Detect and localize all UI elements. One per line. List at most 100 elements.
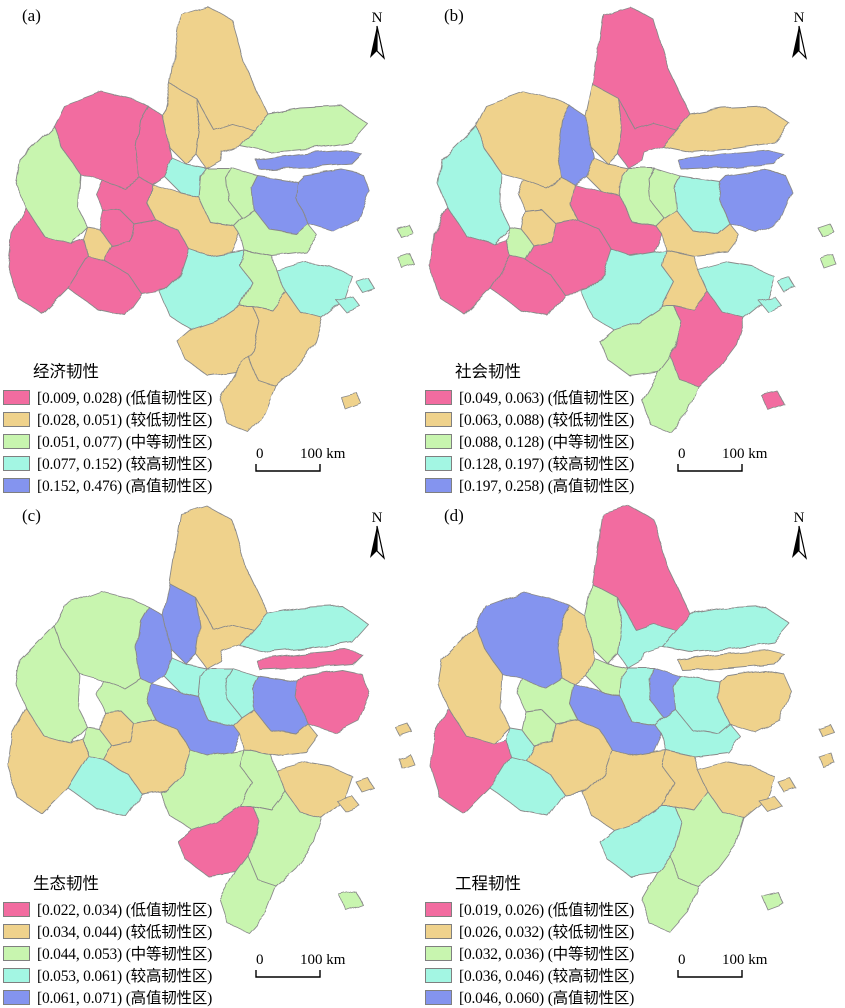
north-arrow-label: N	[372, 510, 383, 526]
north-arrow-label: N	[794, 10, 805, 26]
legend-swatch-icon	[425, 923, 452, 939]
legend-item: [0.009, 0.028) (低值韧性区)	[3, 386, 263, 408]
scale-bar-line	[677, 970, 743, 978]
scale-max-label: 100 km	[300, 446, 346, 462]
scale-bar: 0 100 km	[670, 950, 800, 989]
panel-label: (d)	[444, 506, 464, 525]
map-region-r32	[339, 391, 363, 411]
legend: 生态韧性 [0.022, 0.034) (低值韧性区) [0.034, 0.044)…	[3, 870, 263, 1008]
legend-item: [0.088, 0.128) (中等韧性区)	[425, 430, 685, 452]
panel-label: (c)	[22, 506, 41, 525]
scale-bar-line	[255, 464, 321, 472]
choropleth-map	[7, 505, 415, 933]
scale-bar-line	[255, 970, 321, 978]
map-region-r03	[195, 597, 255, 669]
legend-item: [0.197, 0.258) (高值韧性区)	[425, 474, 685, 496]
legend-item-label: [0.032, 0.036) (中等韧性区)	[459, 946, 635, 963]
legend-item: [0.022, 0.034) (低值韧性区)	[3, 898, 263, 920]
legend-swatch-icon	[3, 923, 30, 939]
map-panel-c: (c) N 生态韧性 [0.022, 0.034) (低值韧性区) [0.034, 0.…	[0, 500, 423, 1007]
legend-swatch-icon	[3, 389, 30, 405]
map-region-r10	[585, 657, 629, 697]
map-region-r05	[255, 649, 363, 671]
legend-swatch-icon	[3, 455, 30, 471]
legend-swatch-icon	[425, 455, 452, 471]
map-region-r04	[661, 605, 791, 653]
legend-item: [0.044, 0.053) (中等韧性区)	[3, 942, 263, 964]
map-region-r10	[163, 657, 207, 697]
legend-item-label: [0.034, 0.044) (较低韧性区)	[37, 924, 213, 941]
scale-bar: 0 100 km	[248, 950, 378, 989]
map-region-r26	[669, 791, 745, 887]
scale-zero-label: 0	[256, 446, 264, 462]
legend-item: [0.028, 0.051) (较低韧性区)	[3, 408, 263, 430]
legend-title: 生态韧性	[33, 874, 99, 893]
map-region-r32	[761, 891, 785, 911]
legend-swatch-icon	[425, 989, 452, 1005]
map-region-r29	[355, 777, 375, 793]
map-region-r05	[255, 149, 363, 171]
legend-item: [0.049, 0.063) (低值韧性区)	[425, 386, 685, 408]
legend-item: [0.063, 0.088) (较低韧性区)	[425, 408, 685, 430]
legend-title: 工程韧性	[455, 874, 521, 893]
legend-item-label: [0.028, 0.051) (较低韧性区)	[37, 412, 213, 429]
legend-swatch-icon	[3, 411, 30, 427]
map-region-r30	[395, 723, 413, 737]
legend-item-label: [0.022, 0.034) (低值韧性区)	[37, 902, 213, 919]
north-arrow-icon: N	[370, 10, 386, 60]
map-region-r03	[617, 97, 677, 169]
map-region-r04	[239, 105, 369, 153]
scale-zero-label: 0	[678, 446, 686, 462]
scale-zero-label: 0	[256, 952, 264, 968]
legend-swatch-icon	[425, 945, 452, 961]
panel-label: (a)	[22, 6, 41, 25]
north-arrow-label: N	[794, 510, 805, 526]
map-region-r28	[757, 295, 783, 313]
legend-swatch-icon	[425, 389, 452, 405]
map-region-r31	[397, 253, 415, 269]
map-region-r10	[163, 157, 207, 197]
legend-title: 社会韧性	[455, 362, 521, 381]
map-region-r30	[395, 223, 413, 237]
map-region-r26	[247, 791, 323, 887]
north-arrow-icon: N	[370, 510, 386, 560]
legend-item-label: [0.063, 0.088) (较低韧性区)	[459, 412, 635, 429]
map-region-r27	[641, 355, 699, 433]
legend-item: [0.026, 0.032) (较低韧性区)	[425, 920, 685, 942]
legend-swatch-icon	[425, 411, 452, 427]
map-region-r27	[641, 855, 699, 933]
scale-bar-line	[677, 464, 743, 472]
choropleth-map	[429, 505, 837, 933]
scale-max-label: 100 km	[722, 446, 768, 462]
choropleth-map	[7, 5, 415, 433]
legend: 经济韧性 [0.009, 0.028) (低值韧性区) [0.028, 0.051)…	[3, 358, 263, 496]
legend-item: [0.051, 0.077) (中等韧性区)	[3, 430, 263, 452]
scale-bar: 0 100 km	[248, 444, 378, 483]
map-region-r31	[819, 253, 837, 269]
legend-item-label: [0.088, 0.128) (中等韧性区)	[459, 434, 635, 451]
legend-item-label: [0.044, 0.053) (中等韧性区)	[37, 946, 213, 963]
map-panel-d: (d) N 工程韧性 [0.019, 0.026) (低值韧性区) [0.026, 0.…	[422, 500, 845, 1007]
map-region-r05	[677, 649, 785, 671]
map-region-r28	[335, 795, 361, 813]
legend-swatch-icon	[3, 945, 30, 961]
legend-item: [0.053, 0.061) (较高韧性区)	[3, 964, 263, 986]
legend-item-label: [0.019, 0.026) (低值韧性区)	[459, 902, 635, 919]
panel-label: (b)	[444, 6, 464, 25]
legend-item-label: [0.053, 0.061) (较高韧性区)	[37, 968, 213, 985]
legend-item-label: [0.036, 0.046) (较高韧性区)	[459, 968, 635, 985]
legend-item: [0.019, 0.026) (低值韧性区)	[425, 898, 685, 920]
north-arrow-label: N	[372, 10, 383, 26]
map-region-r27	[219, 355, 277, 433]
map-region-r21	[655, 709, 741, 757]
map-region-r04	[239, 605, 369, 653]
north-arrow-icon: N	[792, 510, 808, 560]
map-region-r03	[195, 97, 255, 169]
choropleth-map	[429, 5, 837, 433]
map-panel-b: (b) N 社会韧性 [0.049, 0.063) (低值韧性区) [0.063, 0.…	[422, 0, 845, 500]
map-region-r31	[819, 753, 837, 769]
legend-item: [0.032, 0.036) (中等韧性区)	[425, 942, 685, 964]
legend-swatch-icon	[3, 433, 30, 449]
map-panel-a: (a) N 经济韧性 [0.009, 0.028) (低值韧性区) [0.028, 0.…	[0, 0, 423, 500]
